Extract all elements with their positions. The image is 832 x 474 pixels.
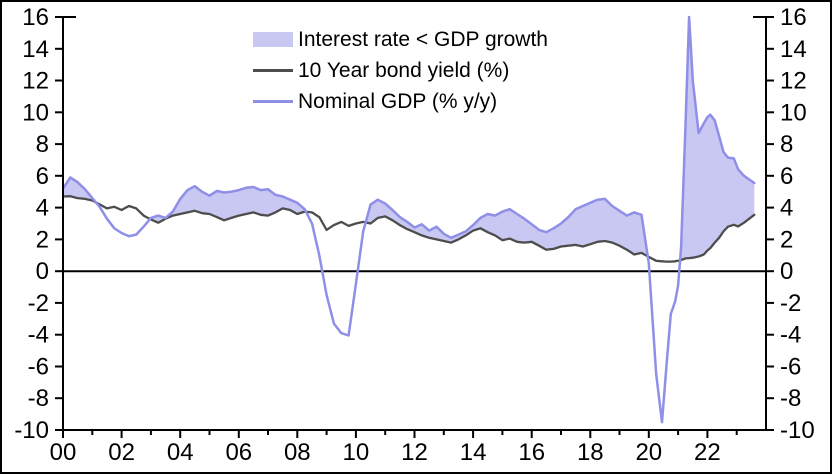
y-right-tick-label: 6 <box>780 163 793 190</box>
y-left-tick-label: 8 <box>36 131 49 158</box>
x-tick-label: 14 <box>460 439 487 466</box>
nominal-gdp-line-swatch <box>253 100 293 103</box>
y-right-tick-label: 2 <box>780 226 793 253</box>
y-right-tick-label: 10 <box>780 99 807 126</box>
x-tick-label: 22 <box>694 439 721 466</box>
y-right-tick-label: -10 <box>780 417 815 444</box>
legend: Interest rate < GDP growth 10 Year bond … <box>253 24 548 117</box>
y-left-tick-label: 16 <box>22 4 49 31</box>
x-tick-label: 18 <box>577 439 604 466</box>
y-left-tick-label: 0 <box>36 258 49 285</box>
legend-label-nominal-gdp: Nominal GDP (% y/y) <box>298 89 498 113</box>
legend-label-shaded-area: Interest rate < GDP growth <box>298 27 548 51</box>
legend-item-shaded-area: Interest rate < GDP growth <box>253 24 548 55</box>
nominal-gdp-line <box>63 15 756 424</box>
y-right-tick-label: -4 <box>780 322 801 349</box>
y-left-tick-label: 2 <box>36 226 49 253</box>
y-left-tick-label: -4 <box>28 322 49 349</box>
y-left-tick-label: 10 <box>22 99 49 126</box>
y-left-tick-label: 12 <box>22 68 49 95</box>
y-right-tick-label: 0 <box>780 258 793 285</box>
legend-item-nominal-gdp: Nominal GDP (% y/y) <box>253 86 548 117</box>
y-right-tick-label: -6 <box>780 354 801 381</box>
x-tick-label: 00 <box>50 439 77 466</box>
x-tick-label: 10 <box>343 439 370 466</box>
legend-item-bond-yield: 10 Year bond yield (%) <box>253 55 548 86</box>
x-tick-label: 02 <box>108 439 135 466</box>
x-tick-label: 12 <box>401 439 428 466</box>
y-right-tick-label: -8 <box>780 385 801 412</box>
y-left-tick-label: 4 <box>36 195 49 222</box>
y-left-tick-label: -8 <box>28 385 49 412</box>
area-swatch <box>253 32 293 47</box>
y-right-tick-label: 4 <box>780 195 793 222</box>
y-right-tick-label: -2 <box>780 290 801 317</box>
x-tick-label: 06 <box>225 439 252 466</box>
y-left-tick-label: -10 <box>14 417 49 444</box>
fill-gdp-above-yield <box>63 17 755 261</box>
y-right-tick-label: 16 <box>780 4 807 31</box>
x-tick-label: 16 <box>518 439 545 466</box>
bond-yield-line <box>63 195 756 263</box>
bond-yield-line-swatch <box>253 69 293 72</box>
legend-label-bond-yield: 10 Year bond yield (%) <box>298 58 510 82</box>
y-left-tick-label: -2 <box>28 290 49 317</box>
y-right-tick-label: 14 <box>780 36 807 63</box>
y-left-tick-label: -6 <box>28 354 49 381</box>
y-left-tick-label: 6 <box>36 163 49 190</box>
x-tick-label: 08 <box>284 439 311 466</box>
y-right-tick-label: 12 <box>780 68 807 95</box>
x-tick-label: 04 <box>167 439 194 466</box>
y-right-tick-label: 8 <box>780 131 793 158</box>
x-tick-label: 20 <box>635 439 662 466</box>
y-left-tick-label: 14 <box>22 36 49 63</box>
